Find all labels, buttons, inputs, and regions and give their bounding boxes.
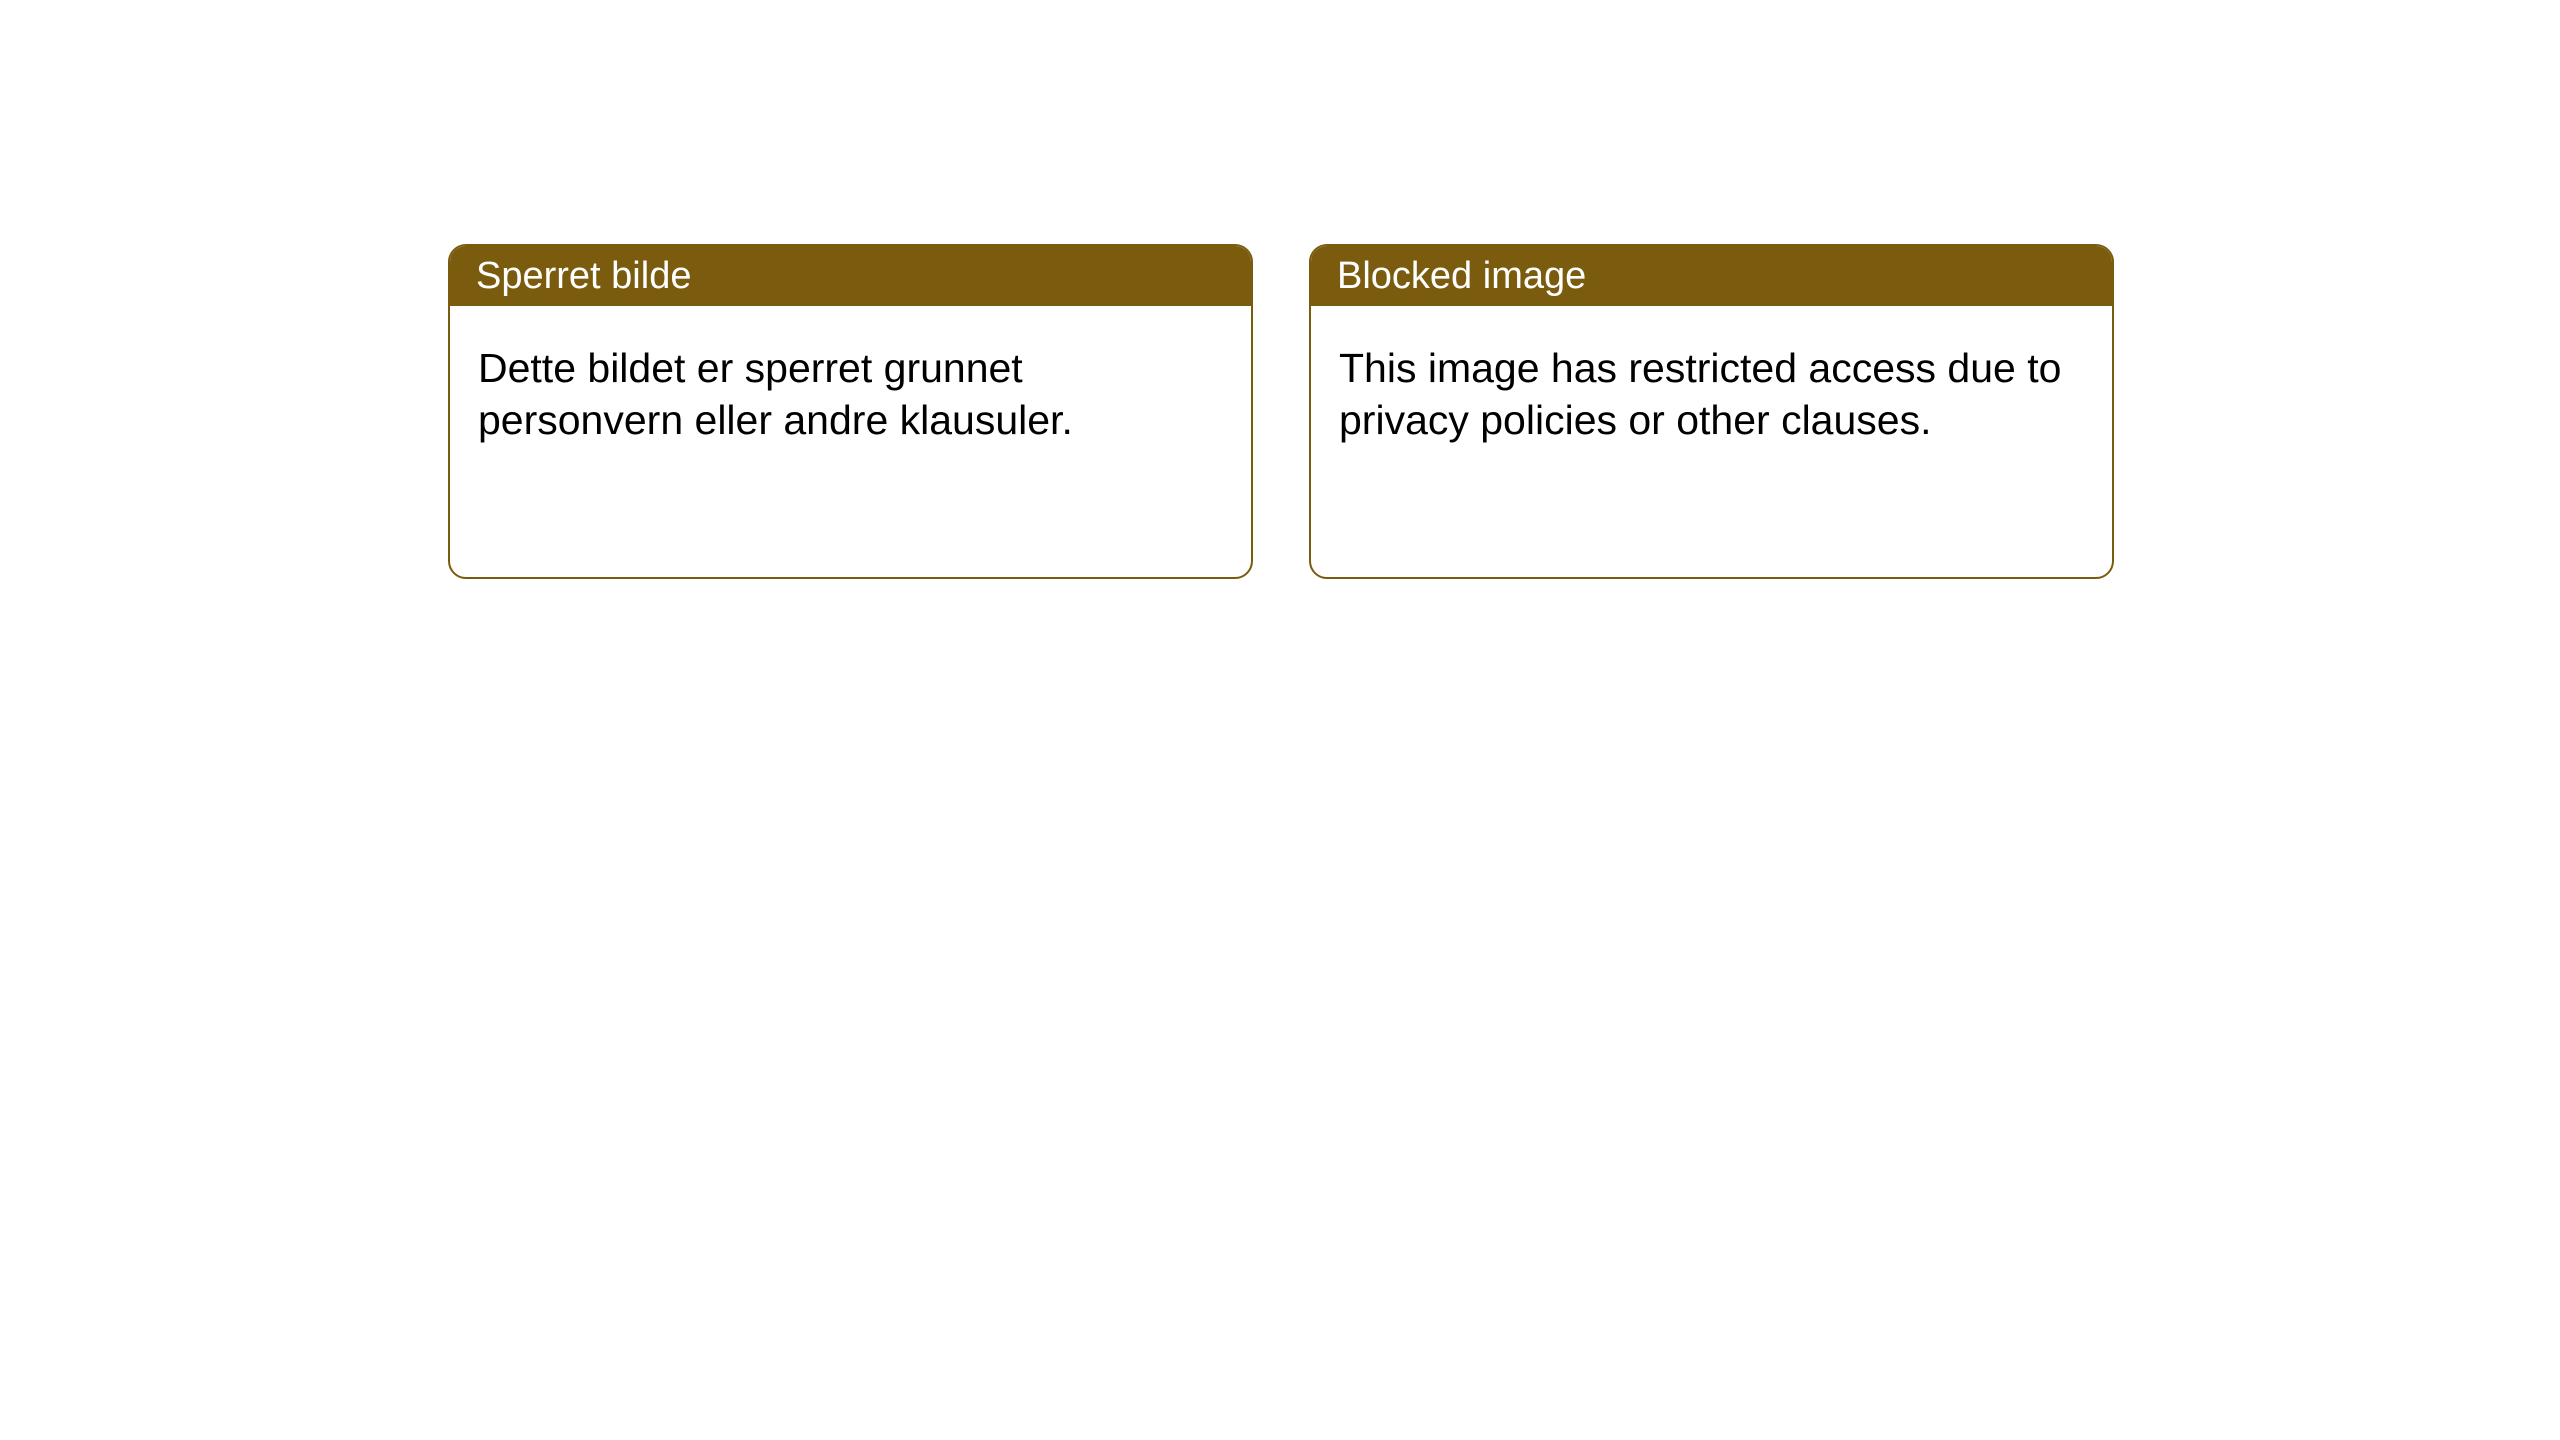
notice-container: Sperret bilde Dette bildet er sperret gr… [0,0,2560,579]
notice-title: Sperret bilde [476,255,691,298]
notice-header: Sperret bilde [450,246,1251,306]
notice-body-text: Dette bildet er sperret grunnet personve… [478,345,1073,443]
notice-title: Blocked image [1337,255,1586,298]
notice-box-english: Blocked image This image has restricted … [1309,244,2114,579]
notice-box-norwegian: Sperret bilde Dette bildet er sperret gr… [448,244,1253,579]
notice-header: Blocked image [1311,246,2112,306]
notice-body: Dette bildet er sperret grunnet personve… [450,306,1251,483]
notice-body: This image has restricted access due to … [1311,306,2112,483]
notice-body-text: This image has restricted access due to … [1339,345,2061,443]
